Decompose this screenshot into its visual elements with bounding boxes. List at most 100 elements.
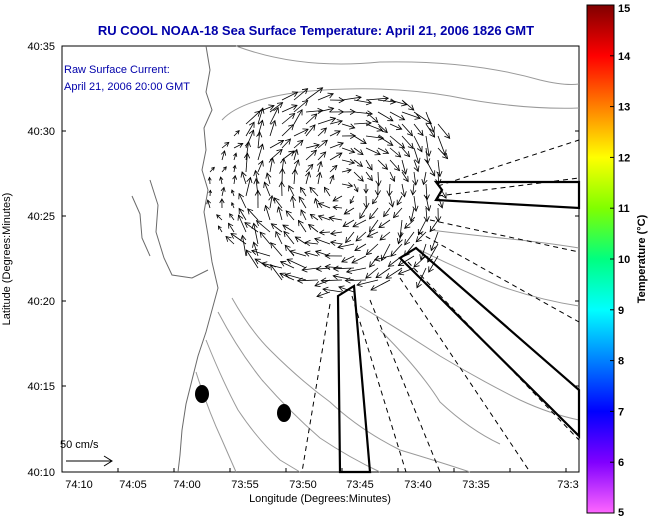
current-vector xyxy=(305,124,316,137)
current-vector-head xyxy=(289,249,296,256)
current-vector xyxy=(269,107,279,125)
current-vector xyxy=(404,219,415,229)
colorbar-label: Temperature (°C) xyxy=(636,214,648,303)
current-vector-head xyxy=(248,121,255,128)
current-vector-head xyxy=(237,214,244,221)
y-axis-label: Latitude (Degrees:Minutes) xyxy=(1,193,13,326)
current-vector xyxy=(388,183,391,196)
current-vector-head xyxy=(363,202,370,209)
current-vector-head xyxy=(300,186,306,193)
current-vector-head xyxy=(277,139,285,146)
current-vector-head xyxy=(442,153,449,160)
current-vector xyxy=(401,123,413,136)
current-vector xyxy=(269,195,273,209)
current-vector-head xyxy=(385,273,392,279)
current-vector xyxy=(437,123,451,139)
current-vector xyxy=(425,183,428,200)
current-vector-head xyxy=(208,189,212,194)
current-vector-head xyxy=(310,149,318,156)
current-vector xyxy=(233,175,236,185)
current-vector xyxy=(233,153,237,161)
current-vector xyxy=(265,205,271,221)
current-vector-head xyxy=(356,281,363,287)
current-vector-head xyxy=(233,152,238,157)
current-vector-head xyxy=(413,165,420,173)
colorbar-ticks: 15 14 13 12 11 10 9 8 7 6 5 xyxy=(610,3,631,519)
current-vector-head xyxy=(332,273,339,280)
current-vector xyxy=(305,164,314,173)
station-marker-1[interactable] xyxy=(195,385,209,403)
current-vector xyxy=(377,135,394,146)
current-vector-head xyxy=(238,207,245,215)
current-vector-head xyxy=(279,272,286,279)
current-vector xyxy=(353,99,372,104)
current-vector xyxy=(412,183,415,195)
current-vector-head xyxy=(378,222,385,229)
current-vector-head xyxy=(346,168,352,174)
current-vector-head xyxy=(395,124,403,131)
station-marker-2[interactable] xyxy=(277,404,291,422)
current-vector xyxy=(341,123,355,129)
current-vector-head xyxy=(297,139,304,146)
current-vector-head xyxy=(211,166,215,171)
current-vector-head xyxy=(288,124,295,131)
current-vector xyxy=(270,242,283,257)
current-vector-head xyxy=(225,235,232,242)
current-vector-head xyxy=(366,110,374,117)
current-vector-head xyxy=(253,177,260,185)
current-vector-head xyxy=(276,148,283,155)
current-vector xyxy=(365,147,381,155)
current-vector xyxy=(351,255,367,264)
current-vector-head xyxy=(247,208,254,215)
current-vector-head xyxy=(413,261,420,268)
current-vector-head xyxy=(302,99,309,107)
current-vector xyxy=(317,172,321,185)
current-vector-head xyxy=(419,254,426,261)
current-vector xyxy=(273,197,283,209)
current-vector-head xyxy=(444,132,451,140)
current-vector-head xyxy=(357,149,364,156)
current-vector xyxy=(293,109,303,125)
current-vector-head xyxy=(273,197,280,204)
current-vector-head xyxy=(329,239,337,246)
current-vector-head xyxy=(298,196,305,203)
current-vector-head xyxy=(290,195,297,202)
current-vector xyxy=(423,171,427,185)
current-vector xyxy=(269,102,283,113)
current-vector xyxy=(293,169,296,185)
map-plot-area[interactable] xyxy=(61,45,580,473)
current-vector-head xyxy=(369,226,375,233)
current-vector xyxy=(401,183,405,197)
current-vector xyxy=(401,171,409,182)
current-vector-head xyxy=(336,152,343,159)
current-vector-head xyxy=(260,261,268,268)
current-vector xyxy=(309,187,319,197)
legend-line-1: Raw Surface Current: xyxy=(64,64,170,76)
current-vector-head xyxy=(404,222,411,229)
current-vector-head xyxy=(353,187,359,193)
current-vector-head xyxy=(259,231,266,238)
current-vector-head xyxy=(379,234,386,241)
current-vector-head xyxy=(327,106,335,113)
current-vector xyxy=(333,206,343,209)
current-vector xyxy=(366,243,379,255)
current-vector xyxy=(257,105,275,113)
current-vector-head xyxy=(320,277,327,284)
current-vector-head xyxy=(382,148,390,154)
current-vector-head xyxy=(429,170,436,177)
legend-line-2: April 21, 2006 20:00 GMT xyxy=(64,81,190,93)
current-vector xyxy=(305,144,320,149)
x-tick-label: 73:3 xyxy=(557,479,578,491)
current-vector-head xyxy=(291,168,298,175)
current-vector-head xyxy=(206,199,211,205)
current-vector-head xyxy=(349,123,356,130)
current-vector xyxy=(256,220,271,233)
current-vector xyxy=(398,231,403,244)
current-vector xyxy=(346,267,367,273)
current-vector-head xyxy=(397,260,405,267)
current-vector-head xyxy=(316,160,323,168)
current-vector xyxy=(279,273,295,281)
current-vector xyxy=(266,172,271,185)
current-vector-head xyxy=(348,158,356,165)
current-vector xyxy=(425,159,436,177)
